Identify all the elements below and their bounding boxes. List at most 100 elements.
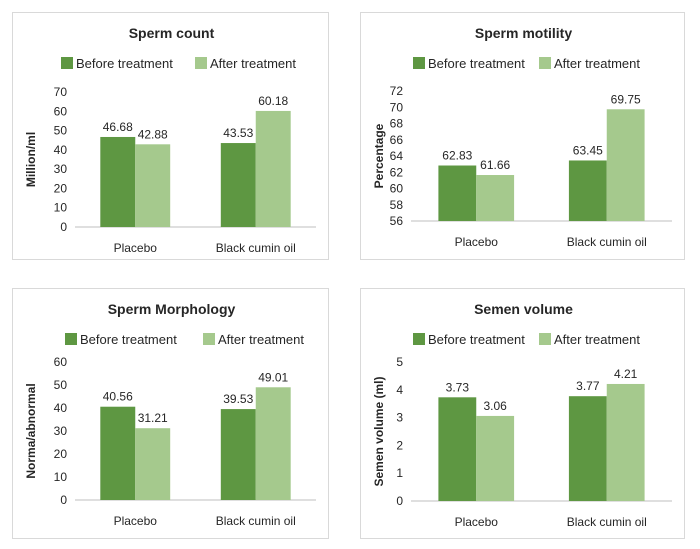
data-label: 46.68: [103, 120, 133, 134]
sperm-morphology-panel: Sperm Morphology Before treatment After tr…: [12, 288, 329, 539]
data-label: 40.56: [103, 390, 133, 404]
sperm-morphology-chart: Sperm Morphology Before treatment After tr…: [24, 301, 316, 528]
semen-volume-panel: Semen volume Before treatment After treatm…: [360, 288, 685, 539]
bar-before-black-cumin-oil: [568, 160, 607, 221]
x-tick-label: Black cumin oil: [216, 514, 296, 528]
data-label: 3.06: [483, 399, 507, 413]
data-label: 49.01: [258, 370, 288, 384]
bar-before-black-cumin-oil: [220, 409, 256, 500]
legend-swatch-after: [539, 57, 551, 69]
y-tick-label: 60: [54, 355, 68, 369]
y-tick-label: 1: [396, 466, 403, 480]
data-label: 60.18: [258, 94, 288, 108]
bar-after-placebo: [135, 428, 171, 500]
bar-before-placebo: [100, 136, 136, 227]
data-label: 31.21: [138, 411, 168, 425]
chart-title: Sperm Morphology: [108, 301, 236, 317]
legend-swatch-after: [195, 57, 207, 69]
legend-swatch-after: [203, 333, 215, 345]
data-label: 63.45: [573, 143, 603, 157]
y-tick-label: 10: [54, 201, 68, 215]
y-axis-label: Semen volume (ml): [372, 376, 386, 486]
data-label: 62.83: [442, 149, 472, 163]
y-tick-label: 68: [390, 117, 404, 131]
y-tick-label: 62: [390, 165, 404, 179]
sperm-motility-panel: Sperm motility Before treatment After trea…: [360, 12, 685, 260]
y-tick-label: 64: [390, 149, 404, 163]
sperm-count-chart: Sperm count Before treatment After treatme…: [24, 25, 316, 255]
data-label: 3.77: [576, 379, 600, 393]
legend-label-before: Before treatment: [428, 56, 525, 71]
y-tick-label: 66: [390, 133, 404, 147]
legend-swatch-before: [413, 57, 425, 69]
y-tick-label: 72: [390, 84, 404, 98]
y-tick-label: 30: [54, 424, 68, 438]
legend-label-before: Before treatment: [428, 332, 525, 347]
x-tick-label: Black cumin oil: [567, 235, 647, 249]
bar-before-placebo: [100, 406, 136, 500]
y-tick-label: 0: [60, 493, 67, 507]
data-label: 42.88: [138, 127, 168, 141]
y-tick-label: 58: [390, 198, 404, 212]
bar-before-black-cumin-oil: [220, 143, 256, 227]
legend-swatch-before: [61, 57, 73, 69]
bar-before-placebo: [438, 165, 477, 221]
data-label: 43.53: [223, 126, 253, 140]
bar-after-black-cumin-oil: [606, 383, 645, 501]
legend-swatch-before: [413, 333, 425, 345]
y-tick-label: 30: [54, 162, 68, 176]
legend-label-after: After treatment: [210, 56, 296, 71]
y-tick-label: 20: [54, 181, 68, 195]
x-tick-label: Placebo: [455, 515, 499, 529]
data-label: 69.75: [611, 92, 641, 106]
bar-after-placebo: [135, 144, 171, 227]
y-tick-label: 2: [396, 438, 403, 452]
semen-volume-chart: Semen volume Before treatment After treatm…: [372, 301, 672, 529]
y-tick-label: 40: [54, 143, 68, 157]
y-tick-label: 56: [390, 214, 404, 228]
sperm-count-panel: Sperm count Before treatment After treatme…: [12, 12, 329, 260]
y-tick-label: 60: [54, 104, 68, 118]
y-tick-label: 0: [396, 494, 403, 508]
data-label: 61.66: [480, 158, 510, 172]
legend-label-after: After treatment: [554, 332, 640, 347]
y-tick-label: 0: [60, 220, 67, 234]
data-label: 3.73: [446, 380, 470, 394]
legend-label-after: After treatment: [218, 332, 304, 347]
x-tick-label: Placebo: [114, 241, 158, 255]
data-label: 39.53: [223, 392, 253, 406]
y-tick-label: 50: [54, 124, 68, 138]
y-tick-label: 3: [396, 411, 403, 425]
bar-after-placebo: [476, 175, 515, 221]
y-tick-label: 70: [54, 85, 68, 99]
x-tick-label: Black cumin oil: [216, 241, 296, 255]
sperm-motility-chart: Sperm motility Before treatment After trea…: [372, 25, 672, 249]
chart-title: Semen volume: [474, 301, 573, 317]
x-tick-label: Placebo: [455, 235, 499, 249]
x-tick-label: Placebo: [114, 514, 158, 528]
y-tick-label: 60: [390, 182, 404, 196]
y-axis-label: Percentage: [372, 123, 386, 188]
y-tick-label: 70: [390, 100, 404, 114]
legend-swatch-after: [539, 333, 551, 345]
data-label: 4.21: [614, 367, 638, 381]
legend-label-before: Before treatment: [80, 332, 177, 347]
legend-label-before: Before treatment: [76, 56, 173, 71]
y-axis-label: Million/ml: [24, 132, 38, 187]
bar-after-black-cumin-oil: [606, 109, 645, 221]
bar-after-placebo: [476, 415, 515, 501]
x-tick-label: Black cumin oil: [567, 515, 647, 529]
y-tick-label: 4: [396, 383, 403, 397]
bar-before-placebo: [438, 397, 477, 501]
y-tick-label: 20: [54, 447, 68, 461]
y-tick-label: 40: [54, 401, 68, 415]
bar-after-black-cumin-oil: [255, 110, 291, 227]
legend-swatch-before: [65, 333, 77, 345]
bar-after-black-cumin-oil: [255, 387, 291, 500]
y-axis-label: Norma/abnormal: [24, 383, 38, 478]
y-tick-label: 5: [396, 355, 403, 369]
y-tick-label: 50: [54, 378, 68, 392]
legend-label-after: After treatment: [554, 56, 640, 71]
bar-before-black-cumin-oil: [568, 396, 607, 501]
